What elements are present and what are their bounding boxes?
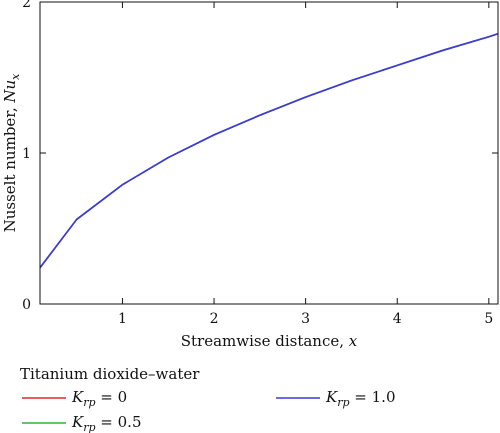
x-tick-label: 4 bbox=[393, 311, 402, 327]
series-line-2 bbox=[39, 32, 499, 269]
legend-label-0: Krp = 0 bbox=[71, 388, 127, 409]
plot-area bbox=[39, 32, 499, 269]
legend: Titanium dioxide–water Krp = 0 Krp = 0.5 Kr… bbox=[20, 365, 396, 433]
y-axis-label: Nusselt number, Nux bbox=[1, 73, 22, 233]
x-tick-label: 2 bbox=[210, 311, 219, 327]
axes: 1 2 3 4 5 0 1 2 Streamwise distance, x Nusselt nu… bbox=[1, 0, 499, 350]
x-tick-label: 3 bbox=[301, 311, 310, 327]
legend-label-1: Krp = 0.5 bbox=[71, 413, 142, 433]
series-line-0 bbox=[39, 32, 499, 269]
legend-label-2: Krp = 1.0 bbox=[325, 388, 396, 409]
x-tick-label: 5 bbox=[484, 311, 493, 327]
y-tick-label: 2 bbox=[22, 0, 31, 11]
series-line-1 bbox=[39, 32, 499, 269]
plot-frame bbox=[39, 1, 499, 305]
legend-title: Titanium dioxide–water bbox=[20, 365, 200, 383]
y-tick-label: 0 bbox=[22, 297, 31, 313]
y-tick-label: 1 bbox=[22, 146, 31, 162]
x-tick-label: 1 bbox=[118, 311, 127, 327]
x-axis-label: Streamwise distance, x bbox=[181, 332, 358, 350]
